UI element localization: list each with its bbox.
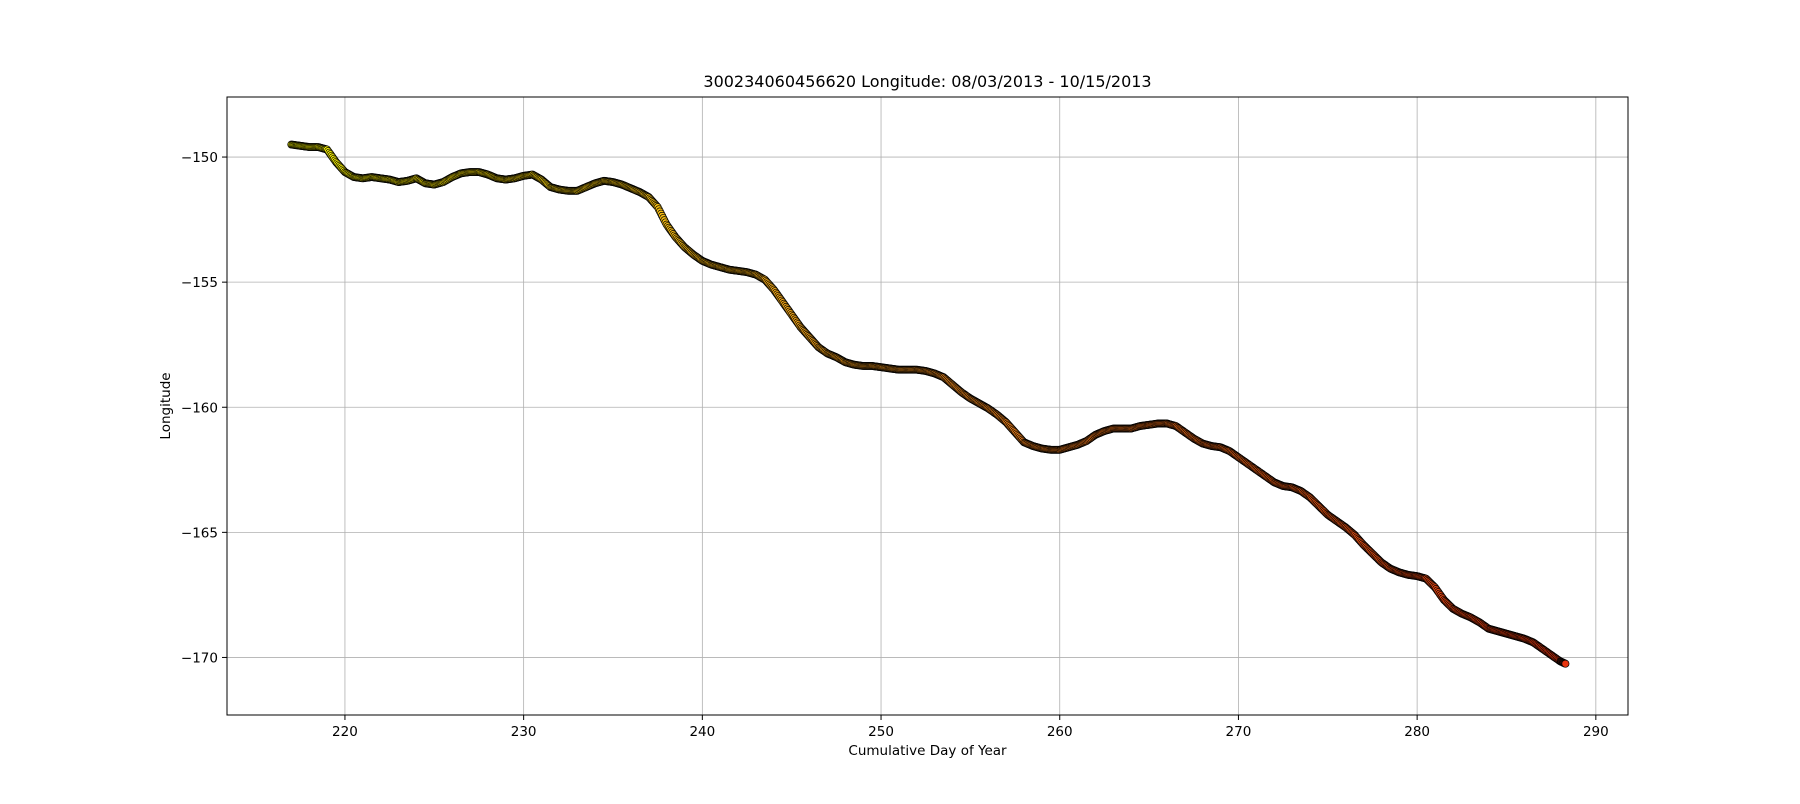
- x-tick-label: 240: [689, 724, 715, 740]
- x-tick-label: 230: [511, 724, 537, 740]
- data-series: [287, 140, 1570, 668]
- y-tick-label: −160: [181, 400, 218, 416]
- y-tick-label: −165: [181, 525, 218, 541]
- grid: [227, 97, 1628, 715]
- plot-frame: [226, 96, 1629, 716]
- ticks: 220 230 240 250 260 270 280 290 −150 −155 −160 −165…: [181, 150, 1609, 740]
- y-tick-label: −155: [181, 275, 218, 291]
- x-tick-label: 290: [1583, 724, 1609, 740]
- x-tick-label: 220: [332, 724, 358, 740]
- y-tick-label: −150: [181, 150, 218, 166]
- x-tick-label: 250: [868, 724, 894, 740]
- y-axis-label: Longitude: [158, 372, 174, 439]
- x-axis-label: Cumulative Day of Year: [848, 743, 1007, 759]
- y-tick-label: −170: [181, 650, 218, 666]
- data-point: [1561, 659, 1570, 668]
- chart-title: 300234060456620 Longitude: 08/03/2013 - …: [703, 72, 1151, 91]
- x-tick-label: 260: [1047, 724, 1073, 740]
- x-tick-label: 270: [1226, 724, 1252, 740]
- x-tick-label: 280: [1404, 724, 1430, 740]
